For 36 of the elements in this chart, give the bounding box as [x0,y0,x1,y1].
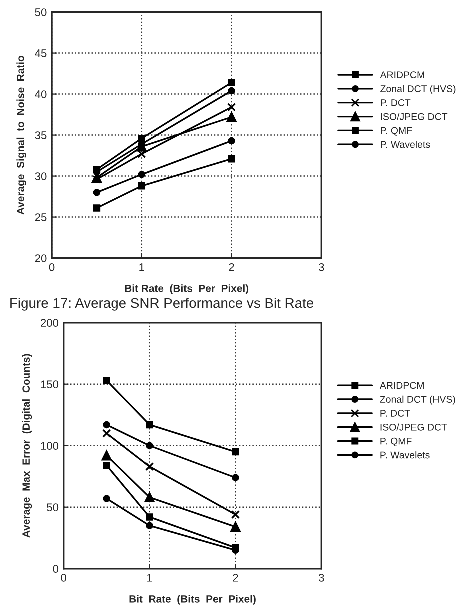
y-tick-label: 100 [41,442,59,450]
y-tick-label: 40 [35,90,47,98]
y-axis-title: Average Max Error (Digital Counts) [22,354,32,538]
y-axis-title: Average Signal to Noise Ratio [16,56,26,215]
x-tick-label: 3 [318,574,324,582]
y-tick-label: 35 [35,132,47,140]
y-tick-label: 30 [35,172,47,180]
y-tick-label: 50 [47,504,59,512]
y-tick-label: 20 [35,254,47,262]
legend-label: ARIDPCM [380,72,424,78]
legend-label: P. Wavelets [381,140,430,148]
y-tick-label: 150 [41,380,59,389]
legend-label: ISO/JPEG DCT [380,424,448,431]
legend-label: P. QMF [380,438,412,447]
legend-label: ISO/JPEG DCT [381,113,448,120]
legend-label: P. DCT [381,99,411,106]
y-tick-label: 50 [35,8,47,16]
y-tick-label: 200 [41,319,59,328]
x-axis-title: Bit Rate (Bits Per Pixel) [130,595,256,605]
y-tick-label: 0 [53,565,59,574]
caption: Figure 17: Average SNR Performance vs Bit Rate [10,298,314,311]
y-tick-label: 25 [35,214,47,222]
x-axis-title: Bit Rate (Bits Per Pixel) [125,284,249,294]
x-tick-label: 3 [318,263,324,272]
legend-label: Zonal DCT (HVS) [380,396,456,405]
legend-label: P. DCT [380,410,410,417]
x-tick-label: 1 [148,574,152,582]
x-tick-label: 0 [61,574,67,582]
legend-label: P. Wavelets [380,452,430,459]
y-tick-label: 45 [35,50,47,58]
x-tick-label: 1 [140,264,144,272]
x-tick-label: 2 [233,574,238,582]
legend-label: Zonal DCT (HVS) [380,85,456,94]
legend-label: P. QMF [381,127,412,136]
legend-label: ARIDPCM [380,382,424,390]
x-tick-label: 2 [229,263,234,272]
